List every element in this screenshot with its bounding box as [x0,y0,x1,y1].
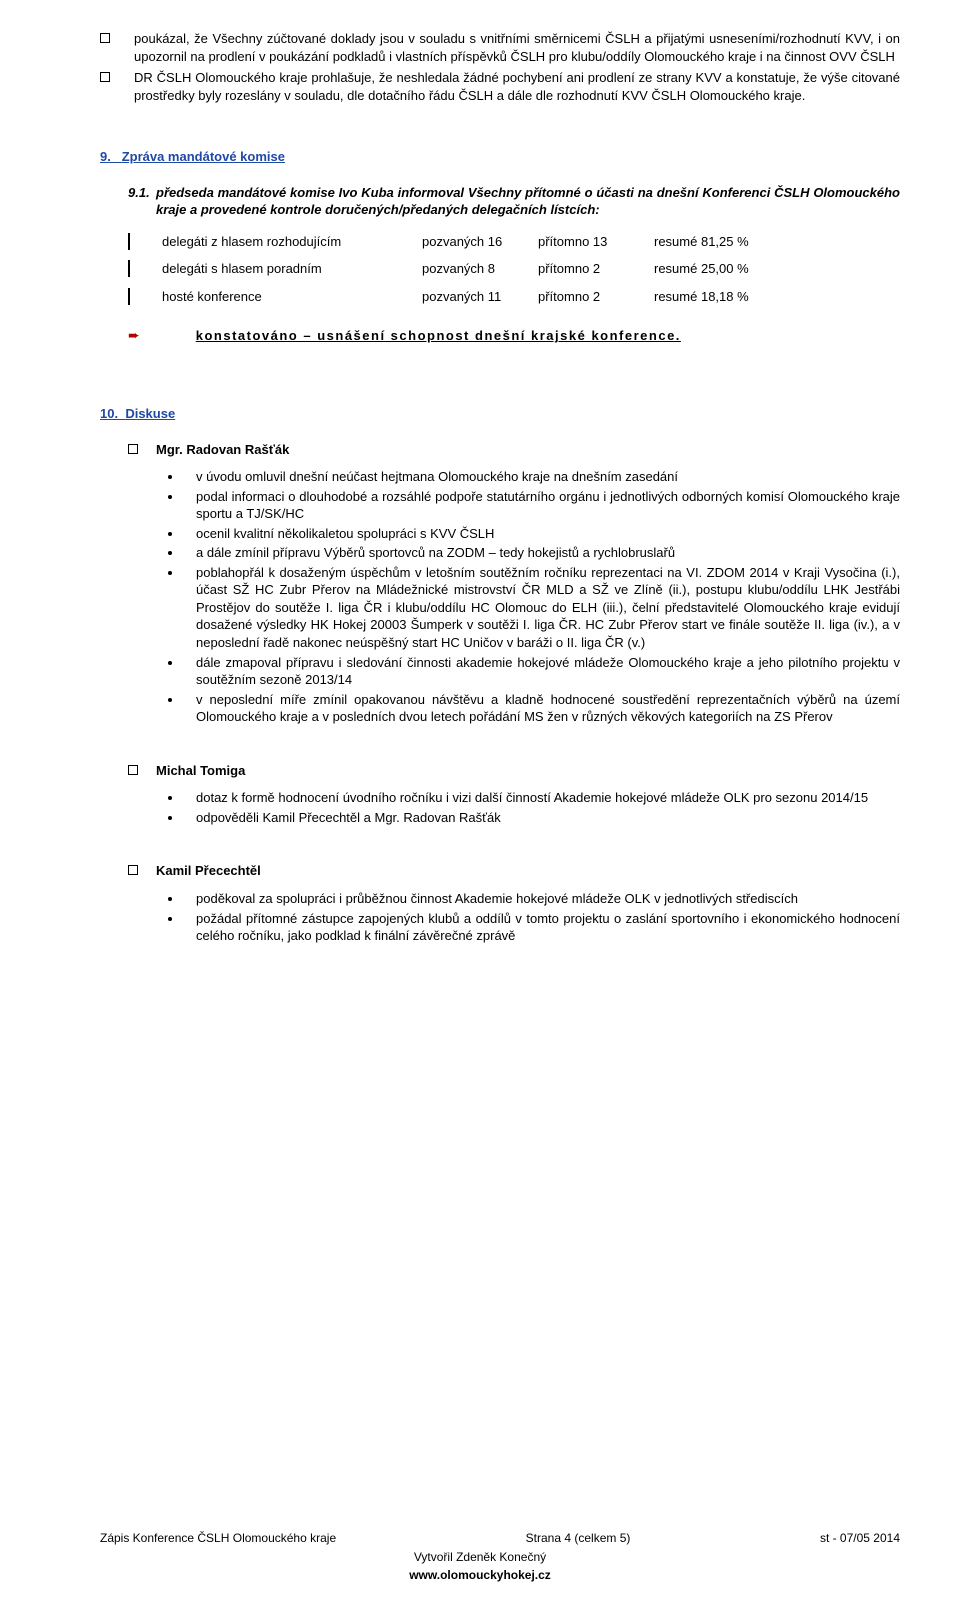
list-item: poukázal, že Všechny zúčtované doklady j… [100,30,900,65]
present-count: přítomno 13 [538,233,654,261]
dot-bullet-icon [168,551,172,555]
discussion-blocks: Mgr. Radovan Rašťák v úvodu omluvil dnešn… [100,441,900,945]
square-bullet-icon [100,72,110,82]
attendee-type: hosté konference [162,288,422,316]
list-item: v úvodu omluvil dnešní neúčast hejtmana … [168,468,900,486]
footer-author: Vytvořil Zdeněk Konečný [0,1549,960,1565]
speaker-row: Kamil Přecechtěl [128,862,900,880]
speaker-row: Michal Tomiga [128,762,900,780]
speaker-name: Mgr. Radovan Rašťák [156,441,289,459]
dot-bullet-icon [168,475,172,479]
resume-percent: resumé 81,25 % [654,233,749,261]
attendee-type: delegáti s hlasem poradním [162,260,422,288]
square-bullet-icon [128,865,138,875]
dot-bullet-icon [168,661,172,665]
dot-bullet-icon [168,816,172,820]
section-number: 9. [100,149,111,164]
top-bullet-list: poukázal, že Všechny zúčtované doklady j… [100,30,900,104]
list-item-text: a dále zmínil přípravu Výběrů sportovců … [196,544,900,562]
speaker-points: v úvodu omluvil dnešní neúčast hejtmana … [168,468,900,726]
dot-bullet-icon [168,917,172,921]
list-item-text: v úvodu omluvil dnešní neúčast hejtmana … [196,468,900,486]
list-item-text: ocenil kvalitní několikaletou spolupráci… [196,525,900,543]
dot-bullet-icon [168,897,172,901]
section-number: 10. [100,406,118,421]
conclusion-row: ➨ konstatováno – usnášení schopnost dneš… [128,327,900,345]
footer-left: Zápis Konference ČSLH Olomouckého kraje [100,1530,336,1546]
footer-url: www.olomouckyhokej.cz [0,1567,960,1583]
list-item: DR ČSLH Olomouckého kraje prohlašuje, že… [100,69,900,104]
arrow-right-icon: ➨ [128,328,140,342]
dot-bullet-icon [168,698,172,702]
discussion-block: Michal Tomiga dotaz k formě hodnocení úvo… [128,762,900,827]
list-item: podal informaci o dlouhodobé a rozsáhlé … [168,488,900,523]
square-bullet-icon [128,765,138,775]
list-item: v neposlední míře zmínil opakovanou návš… [168,691,900,726]
invited-count: pozvaných 8 [422,260,538,288]
section-title: Diskuse [125,406,175,421]
list-item: ocenil kvalitní několikaletou spolupráci… [168,525,900,543]
speaker-name: Kamil Přecechtěl [156,862,261,880]
present-count: přítomno 2 [538,288,654,316]
dot-bullet-icon [168,796,172,800]
dot-bullet-icon [168,532,172,536]
dot-bullet-icon [168,495,172,499]
section-10-heading: 10. Diskuse [100,405,900,423]
list-item-text: podal informaci o dlouhodobé a rozsáhlé … [196,488,900,523]
square-bullet-icon [128,444,138,454]
invited-count: pozvaných 16 [422,233,538,261]
list-item-text: poděkoval za spolupráci i průběžnou činn… [196,890,900,908]
list-item-text: dále zmapoval přípravu i sledování činno… [196,654,900,689]
speaker-points: poděkoval za spolupráci i průběžnou činn… [168,890,900,945]
list-item: dotaz k formě hodnocení úvodního ročníku… [168,789,900,807]
square-bullet-icon [128,233,130,250]
speaker-points: dotaz k formě hodnocení úvodního ročníku… [168,789,900,826]
list-item: odpověděli Kamil Přecechtěl a Mgr. Radov… [168,809,900,827]
footer-page: Strana 4 (celkem 5) [526,1530,631,1546]
speaker-name: Michal Tomiga [156,762,245,780]
attendance-table: delegáti z hlasem rozhodujícím pozvaných… [128,233,749,316]
list-item-text: dotaz k formě hodnocení úvodního ročníku… [196,789,900,807]
subsection-9-1: 9.1. předseda mandátové komise Ivo Kuba … [128,184,900,219]
conclusion-text: konstatováno – usnášení schopnost dnešní… [196,327,681,345]
discussion-block: Mgr. Radovan Rašťák v úvodu omluvil dnešn… [128,441,900,726]
dot-bullet-icon [168,571,172,575]
square-bullet-icon [128,288,130,305]
resume-percent: resumé 25,00 % [654,260,749,288]
list-item-text: poukázal, že Všechny zúčtované doklady j… [134,30,900,65]
list-item-text: DR ČSLH Olomouckého kraje prohlašuje, že… [134,69,900,104]
attendee-type: delegáti z hlasem rozhodujícím [162,233,422,261]
list-item-text: odpověděli Kamil Přecechtěl a Mgr. Radov… [196,809,900,827]
square-bullet-icon [100,33,110,43]
invited-count: pozvaných 11 [422,288,538,316]
list-item-text: poblahopřál k dosaženým úspěchům v letoš… [196,564,900,652]
subsection-number: 9.1. [128,184,156,219]
speaker-row: Mgr. Radovan Rašťák [128,441,900,459]
list-item-text: v neposlední míře zmínil opakovanou návš… [196,691,900,726]
list-item: požádal přítomné zástupce zapojených klu… [168,910,900,945]
page-footer: Zápis Konference ČSLH Olomouckého kraje … [0,1530,960,1583]
table-row: hosté konference pozvaných 11 přítomno 2… [128,288,749,316]
square-bullet-icon [128,260,130,277]
resume-percent: resumé 18,18 % [654,288,749,316]
list-item: a dále zmínil přípravu Výběrů sportovců … [168,544,900,562]
discussion-block: Kamil Přecechtěl poděkoval za spolupráci … [128,862,900,944]
footer-right: st - 07/05 2014 [820,1530,900,1546]
present-count: přítomno 2 [538,260,654,288]
section-title: Zpráva mandátové komise [122,149,285,164]
table-row: delegáti s hlasem poradním pozvaných 8 p… [128,260,749,288]
table-row: delegáti z hlasem rozhodujícím pozvaných… [128,233,749,261]
subsection-text: předseda mandátové komise Ivo Kuba infor… [156,184,900,219]
list-item: poděkoval za spolupráci i průběžnou činn… [168,890,900,908]
list-item: dále zmapoval přípravu i sledování činno… [168,654,900,689]
list-item-text: požádal přítomné zástupce zapojených klu… [196,910,900,945]
section-9-heading: 9. Zpráva mandátové komise [100,148,900,166]
list-item: poblahopřál k dosaženým úspěchům v letoš… [168,564,900,652]
